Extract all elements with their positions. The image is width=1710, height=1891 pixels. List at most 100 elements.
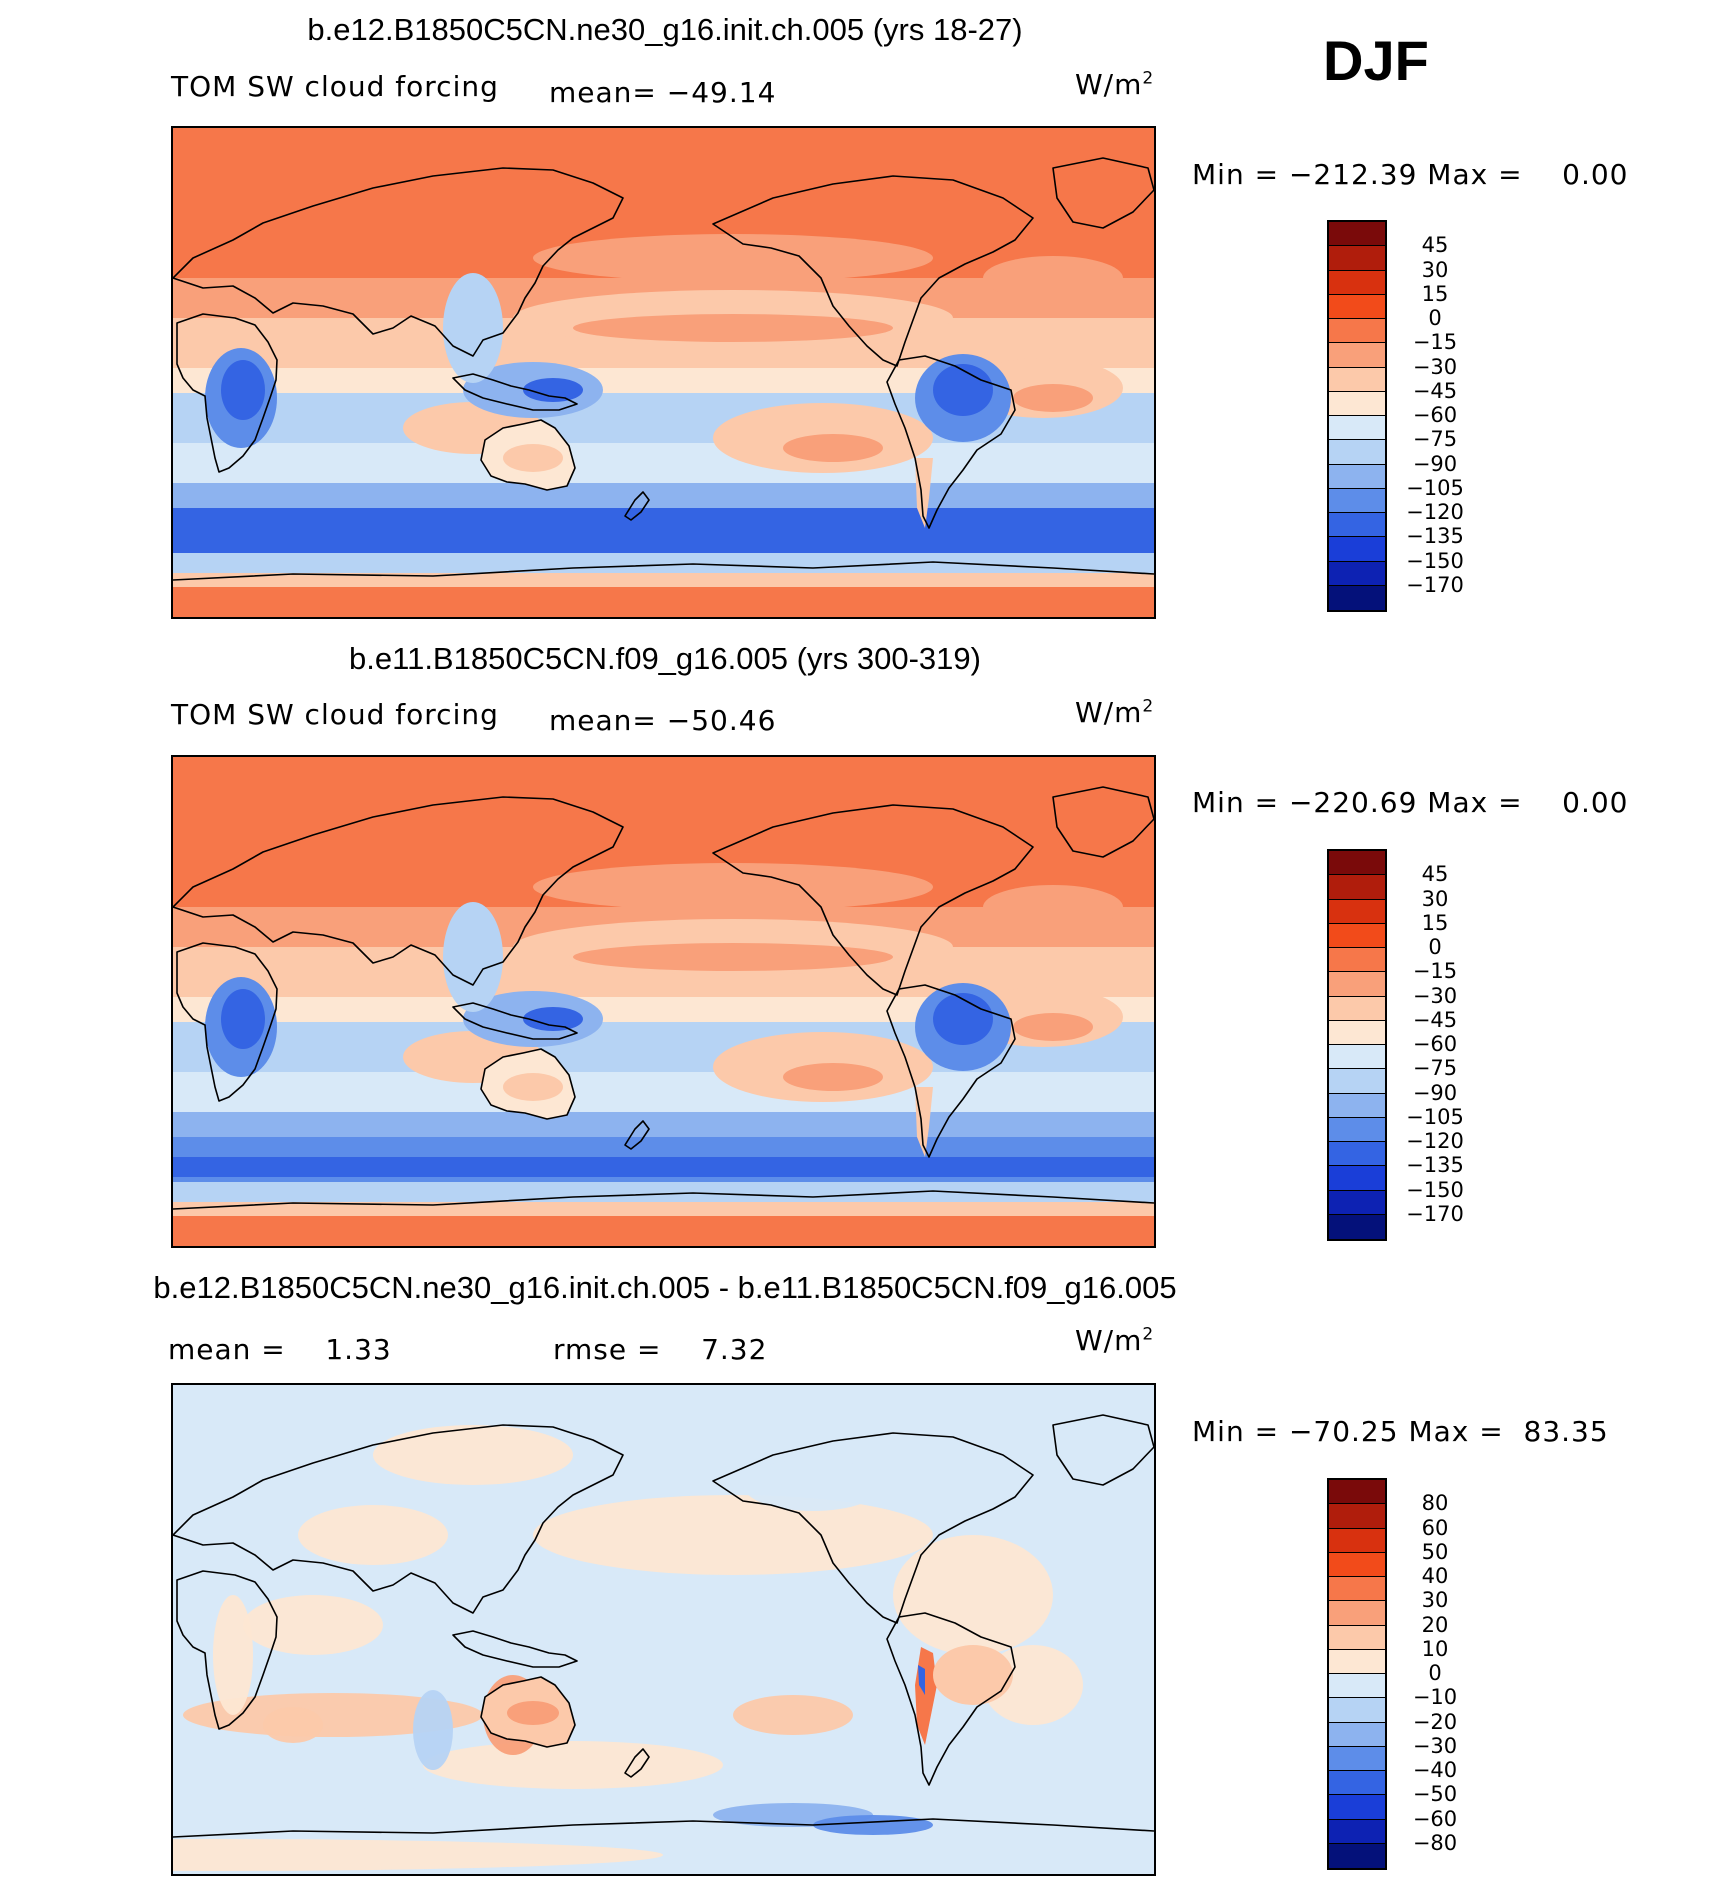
colorbar-swatch: [1329, 319, 1385, 344]
colorbar-tick-label: −40: [1412, 1758, 1458, 1782]
colorbar-tick-label: −30: [1412, 983, 1458, 1008]
colorbar-swatch: [1329, 222, 1385, 247]
colorbar-swatch: [1329, 513, 1385, 538]
colorbar-swatch: [1329, 1117, 1385, 1142]
colorbar-tick-label: −60: [1412, 1806, 1458, 1831]
colorbar-tick-label: −90: [1412, 451, 1458, 476]
minmax-label: Min = −220.69 Max = 0.00: [1192, 786, 1629, 819]
colorbar-tick-label: −105: [1406, 475, 1464, 500]
colorbar-swatch: [1329, 1649, 1385, 1674]
colorbar-tick-label: 40: [1421, 1564, 1449, 1588]
colorbar-swatch: [1329, 1577, 1385, 1602]
colorbar-tick-label: −170: [1406, 1201, 1464, 1226]
colorbar-swatch: [1329, 1552, 1385, 1577]
colorbar-swatch: [1329, 464, 1385, 489]
colorbar-swatch: [1329, 1843, 1385, 1868]
variable-label: TOM SW cloud forcing: [171, 70, 499, 103]
colorbar-tick-label: −45: [1412, 378, 1458, 403]
map-panel-1: [171, 126, 1156, 619]
panel-title: b.e12.B1850C5CN.ne30_g16.init.ch.005 - b…: [153, 1270, 1177, 1305]
colorbar-swatch: [1329, 875, 1385, 900]
colorbar-tick-label: −20: [1412, 1709, 1458, 1734]
units-label: W/m2: [1075, 1324, 1155, 1357]
colorbar-swatch: [1329, 851, 1385, 876]
colorbar-tick-label: 30: [1421, 886, 1449, 911]
colorbar-swatch: [1329, 1093, 1385, 1118]
colorbar-swatch: [1329, 1504, 1385, 1529]
colorbar-swatch: [1329, 488, 1385, 513]
colorbar-tick-label: 30: [1421, 1588, 1449, 1613]
map-panel-3: [171, 1383, 1156, 1876]
colorbar-swatch: [1329, 1190, 1385, 1215]
colorbar-swatch: [1329, 1020, 1385, 1045]
colorbar-swatch: [1329, 270, 1385, 295]
mean-label: mean= −49.14: [549, 76, 777, 109]
colorbar-swatch: [1329, 1069, 1385, 1094]
colorbar-2: [1327, 849, 1387, 1241]
colorbar-tick-label: −105: [1406, 1104, 1464, 1129]
colorbar-swatch: [1329, 1214, 1385, 1239]
colorbar-swatch: [1329, 1625, 1385, 1650]
panel-title: b.e12.B1850C5CN.ne30_g16.init.ch.005 (yr…: [307, 12, 1023, 47]
colorbar-tick-label: 50: [1421, 1539, 1449, 1564]
colorbar-3: [1327, 1478, 1387, 1870]
colorbar-swatch: [1329, 972, 1385, 997]
colorbar-swatch: [1329, 948, 1385, 973]
colorbar-tick-label: 15: [1421, 910, 1449, 935]
colorbar-tick-label: −60: [1412, 403, 1458, 427]
rmse-label: rmse = 7.32: [553, 1333, 768, 1366]
colorbar-tick-label: −135: [1406, 524, 1464, 549]
mean-label: mean= −50.46: [549, 704, 777, 737]
mean-label: mean = 1.33: [168, 1333, 392, 1366]
units-label: W/m2: [1075, 68, 1155, 101]
colorbar-swatch: [1329, 391, 1385, 416]
colorbar-swatch: [1329, 1819, 1385, 1844]
colorbar-swatch: [1329, 367, 1385, 392]
colorbar-tick-label: −135: [1406, 1153, 1464, 1178]
colorbar-tick-label: 20: [1421, 1612, 1449, 1637]
units-label: W/m2: [1075, 696, 1155, 729]
colorbar-tick-label: −75: [1412, 1056, 1458, 1081]
colorbar-tick-label: −90: [1412, 1080, 1458, 1105]
colorbar-tick-label: 15: [1421, 281, 1449, 306]
colorbar-tick-label: −80: [1412, 1830, 1458, 1855]
colorbar-swatch: [1329, 1698, 1385, 1723]
colorbar-tick-label: −120: [1406, 500, 1464, 524]
colorbar-swatch: [1329, 1480, 1385, 1505]
colorbar-tick-label: 0: [1428, 306, 1442, 330]
colorbar-tick-label: −150: [1406, 1177, 1464, 1202]
colorbar-tick-label: −120: [1406, 1129, 1464, 1153]
minmax-label: Min = −212.39 Max = 0.00: [1192, 158, 1629, 191]
colorbar-swatch: [1329, 1674, 1385, 1699]
colorbar-swatch: [1329, 899, 1385, 924]
colorbar-tick-label: 0: [1428, 1661, 1442, 1685]
colorbar-tick-label: −30: [1412, 354, 1458, 379]
season-label: DJF: [1323, 29, 1429, 92]
colorbar-swatch: [1329, 996, 1385, 1021]
colorbar-swatch: [1329, 537, 1385, 562]
colorbar-swatch: [1329, 1722, 1385, 1747]
colorbar-swatch: [1329, 1142, 1385, 1167]
colorbar-swatch: [1329, 343, 1385, 368]
colorbar-swatch: [1329, 1746, 1385, 1771]
colorbar-tick-label: 80: [1421, 1491, 1449, 1516]
colorbar-tick-label: −30: [1412, 1733, 1458, 1758]
colorbar-tick-label: 0: [1428, 935, 1442, 959]
colorbar-swatch: [1329, 1528, 1385, 1553]
colorbar-tick-label: 45: [1421, 233, 1449, 258]
colorbar-tick-label: −15: [1412, 959, 1458, 984]
colorbar-swatch: [1329, 1771, 1385, 1796]
map-panel-2: [171, 755, 1156, 1248]
panel-title: b.e11.B1850C5CN.f09_g16.005 (yrs 300-319…: [349, 641, 981, 676]
colorbar-swatch: [1329, 416, 1385, 441]
colorbar-tick-label: −10: [1412, 1685, 1458, 1710]
colorbar-tick-label: −60: [1412, 1032, 1458, 1056]
colorbar-swatch: [1329, 440, 1385, 465]
variable-label: TOM SW cloud forcing: [171, 698, 499, 731]
colorbar-swatch: [1329, 923, 1385, 948]
colorbar-tick-label: −45: [1412, 1007, 1458, 1032]
colorbar-1: [1327, 220, 1387, 612]
colorbar-tick-label: 30: [1421, 257, 1449, 282]
colorbar-swatch: [1329, 585, 1385, 610]
colorbar-swatch: [1329, 1166, 1385, 1191]
